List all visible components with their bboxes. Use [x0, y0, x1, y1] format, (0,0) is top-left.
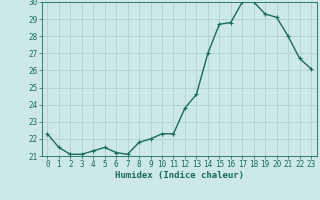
X-axis label: Humidex (Indice chaleur): Humidex (Indice chaleur): [115, 171, 244, 180]
